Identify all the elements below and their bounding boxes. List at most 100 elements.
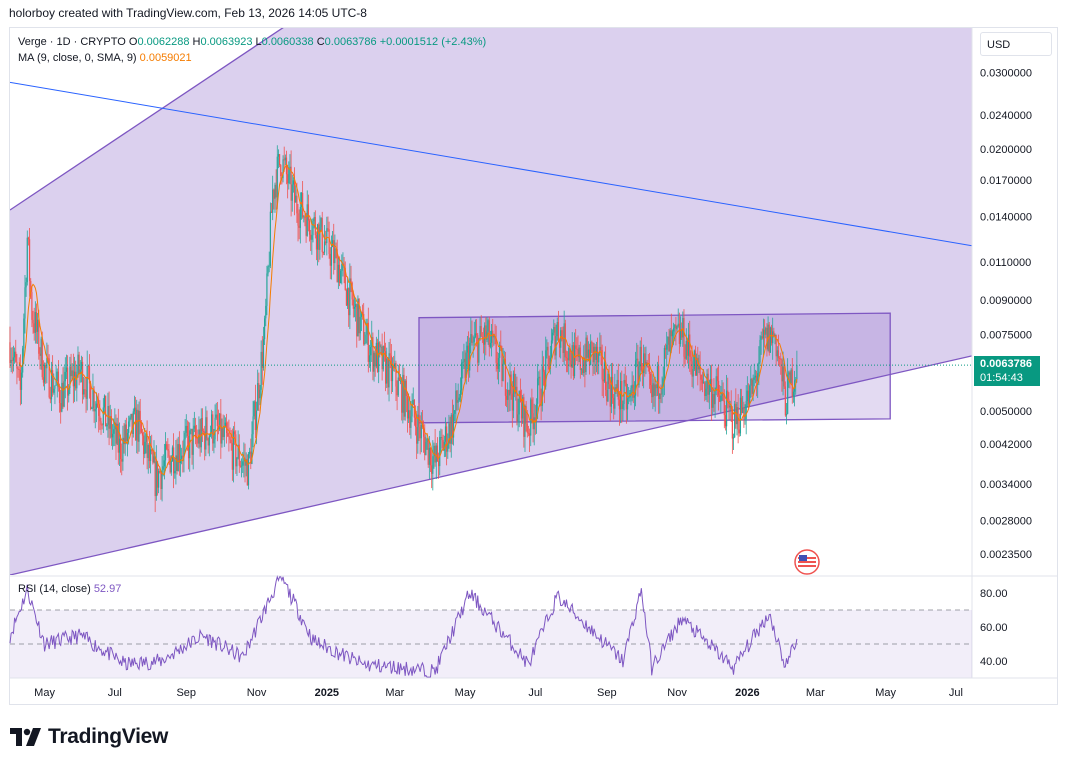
candle-body[interactable] xyxy=(433,445,435,457)
ma-line[interactable] xyxy=(18,163,798,476)
candle-body[interactable] xyxy=(315,235,318,250)
candle-body[interactable] xyxy=(572,345,574,377)
candle-body[interactable] xyxy=(95,403,98,409)
candle-body[interactable] xyxy=(365,334,367,344)
candle-body[interactable] xyxy=(363,313,365,345)
candle-body[interactable] xyxy=(793,380,796,392)
candle-body[interactable] xyxy=(159,470,161,473)
candle-body[interactable] xyxy=(485,325,487,340)
candle-body[interactable] xyxy=(376,342,379,372)
candle-body[interactable] xyxy=(484,325,486,345)
candle-body[interactable] xyxy=(267,266,269,274)
candle-body[interactable] xyxy=(531,399,533,414)
candle-body[interactable] xyxy=(654,384,656,396)
candle-body[interactable] xyxy=(750,378,752,386)
candle-body[interactable] xyxy=(284,157,286,161)
candle-body[interactable] xyxy=(208,435,210,446)
candle-body[interactable] xyxy=(276,156,278,198)
candle-body[interactable] xyxy=(398,377,401,382)
candle-body[interactable] xyxy=(564,323,566,358)
candle-body[interactable] xyxy=(663,347,665,379)
candle-body[interactable] xyxy=(417,414,419,444)
candle-body[interactable] xyxy=(45,364,47,369)
candle-body[interactable] xyxy=(524,406,526,437)
candle-body[interactable] xyxy=(525,406,527,424)
candle-body[interactable] xyxy=(777,350,780,359)
candle-body[interactable] xyxy=(723,400,725,416)
candle-body[interactable] xyxy=(496,362,498,369)
candle-body[interactable] xyxy=(679,329,682,344)
candle-body[interactable] xyxy=(120,438,122,460)
candle-body[interactable] xyxy=(192,428,194,455)
candle-body[interactable] xyxy=(78,354,80,375)
candle-body[interactable] xyxy=(467,345,470,371)
candle-body[interactable] xyxy=(692,369,694,377)
candle-body[interactable] xyxy=(698,366,700,370)
candle-body[interactable] xyxy=(435,445,437,463)
candle-body[interactable] xyxy=(396,386,398,396)
candle-body[interactable] xyxy=(133,407,136,412)
candle-body[interactable] xyxy=(678,323,680,344)
candle-body[interactable] xyxy=(139,410,141,422)
candle-body[interactable] xyxy=(594,346,596,360)
candle-body[interactable] xyxy=(160,472,162,490)
candle-body[interactable] xyxy=(660,393,662,395)
candle-body[interactable] xyxy=(333,240,335,264)
candle-body[interactable] xyxy=(53,388,55,393)
candle-body[interactable] xyxy=(351,282,353,300)
candle-body[interactable] xyxy=(261,351,263,368)
candle-body[interactable] xyxy=(421,424,424,428)
candle-body[interactable] xyxy=(707,373,709,395)
candle-body[interactable] xyxy=(782,366,784,382)
candle-body[interactable] xyxy=(346,288,349,306)
candle-body[interactable] xyxy=(565,357,568,359)
candle-body[interactable] xyxy=(669,330,671,352)
candle-body[interactable] xyxy=(96,403,99,407)
candle-body[interactable] xyxy=(585,337,587,373)
candle-body[interactable] xyxy=(609,384,611,407)
candle-body[interactable] xyxy=(722,393,724,401)
candle-body[interactable] xyxy=(534,417,536,421)
candle-body[interactable] xyxy=(709,378,712,385)
candle-body[interactable] xyxy=(490,330,493,343)
candle-body[interactable] xyxy=(689,334,691,357)
candle-body[interactable] xyxy=(409,410,411,428)
candle-body[interactable] xyxy=(614,387,616,409)
candle-body[interactable] xyxy=(325,241,327,244)
candle-body[interactable] xyxy=(23,318,25,349)
candle-body[interactable] xyxy=(411,404,413,417)
candle-body[interactable] xyxy=(236,457,238,467)
candle-body[interactable] xyxy=(322,252,324,253)
candle-body[interactable] xyxy=(493,336,495,338)
candle-body[interactable] xyxy=(640,346,642,371)
candle-body[interactable] xyxy=(90,383,92,409)
candle-body[interactable] xyxy=(249,451,251,454)
candle-body[interactable] xyxy=(373,352,375,372)
candle-body[interactable] xyxy=(282,159,284,179)
candle-body[interactable] xyxy=(163,460,165,467)
candle-body[interactable] xyxy=(352,299,354,309)
candle-body[interactable] xyxy=(221,427,223,444)
candle-body[interactable] xyxy=(638,366,640,386)
candle-body[interactable] xyxy=(775,334,777,357)
candle-body[interactable] xyxy=(792,391,795,397)
candle-body[interactable] xyxy=(747,390,750,405)
candle-body[interactable] xyxy=(489,342,492,347)
candle-body[interactable] xyxy=(326,228,328,244)
candle-body[interactable] xyxy=(107,405,109,425)
candle-body[interactable] xyxy=(70,366,72,377)
candle-body[interactable] xyxy=(353,307,356,309)
candle-body[interactable] xyxy=(674,324,676,328)
candle-body[interactable] xyxy=(234,431,236,435)
channel-lower-line[interactable] xyxy=(10,355,972,575)
candle-body[interactable] xyxy=(129,417,131,422)
candle-body[interactable] xyxy=(677,323,679,327)
candle-body[interactable] xyxy=(600,346,602,350)
candle-body[interactable] xyxy=(569,348,571,362)
candle-body[interactable] xyxy=(543,371,546,387)
candle-body[interactable] xyxy=(676,326,678,330)
candle-body[interactable] xyxy=(475,333,478,336)
candle-body[interactable] xyxy=(193,425,195,429)
candle-body[interactable] xyxy=(15,351,17,362)
